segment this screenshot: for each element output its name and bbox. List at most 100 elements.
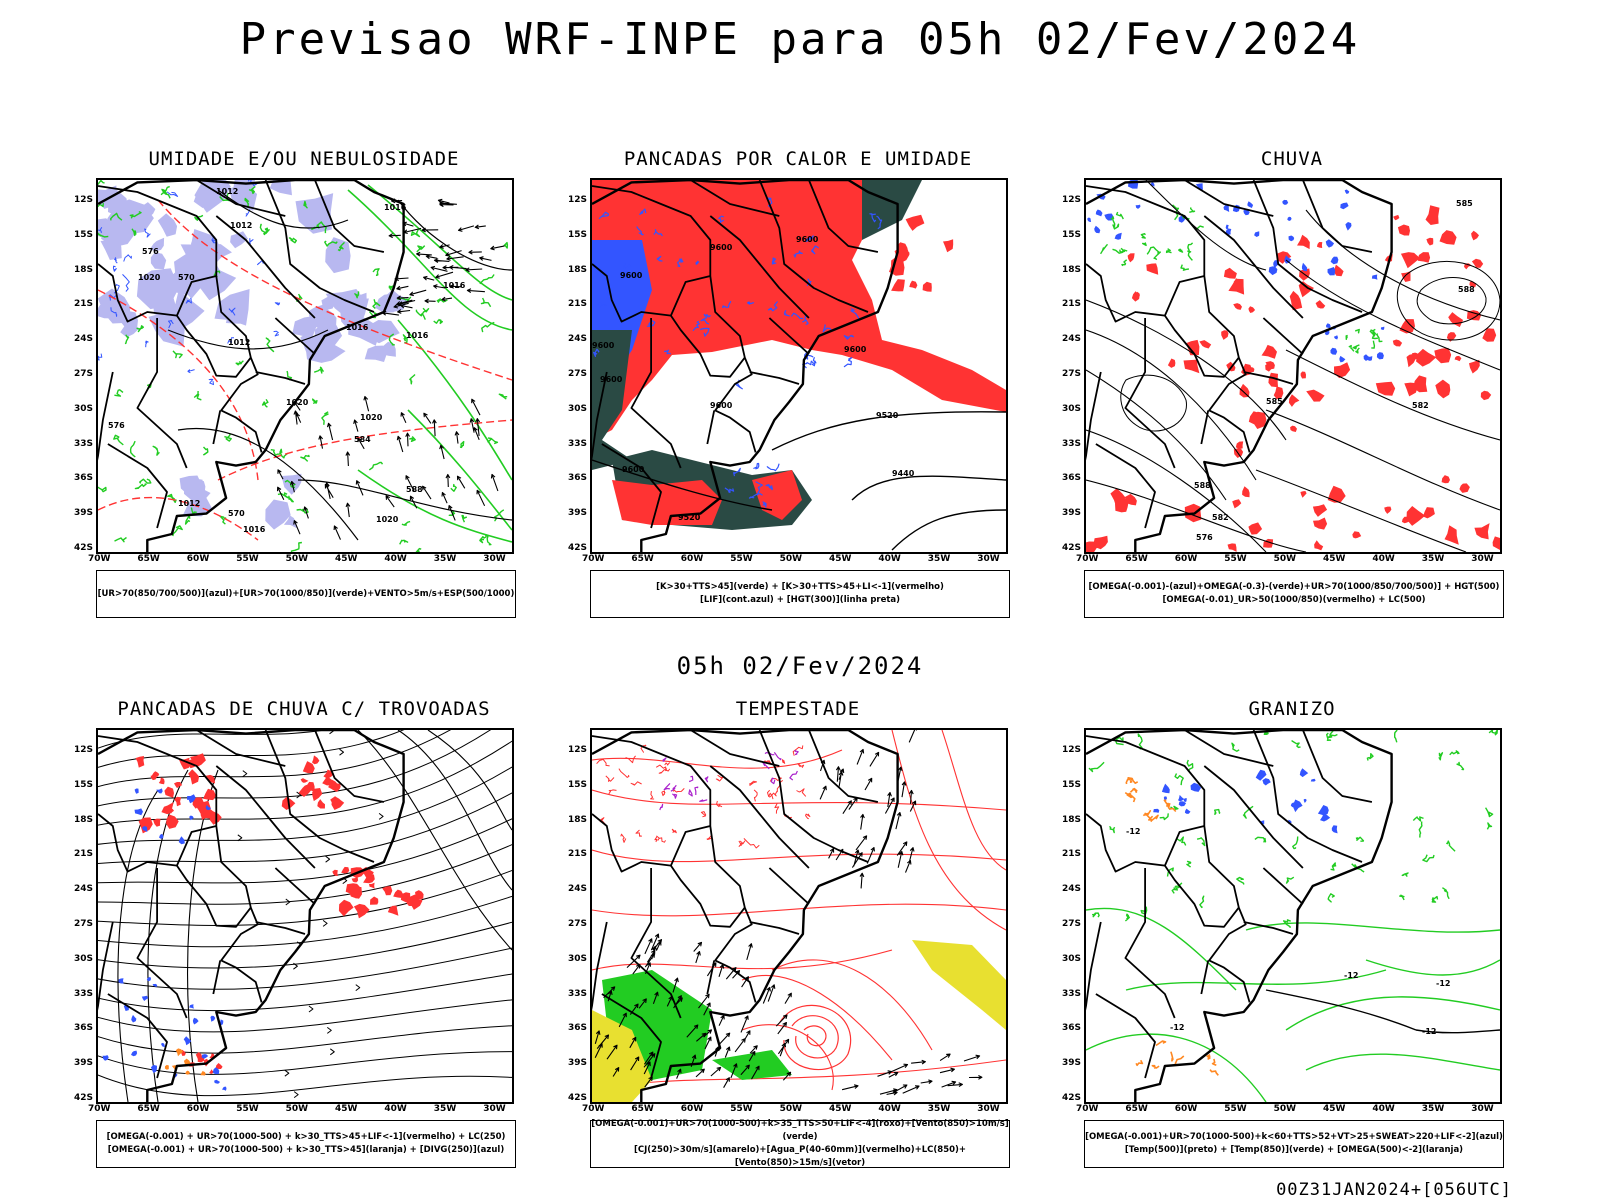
- lat-tick-label: 27S: [568, 369, 588, 379]
- legend-tempestade: [OMEGA(-0.001)+UR>70(1000-500)+k>35_TTS>…: [590, 1119, 1010, 1168]
- legend-line: [OMEGA(-0.001)-(azul)+OMEGA(-0.3)-(verde…: [1088, 582, 1500, 592]
- lon-tick-label: 70W: [88, 1104, 111, 1114]
- contour-label: 584: [354, 435, 371, 444]
- lon-tick-label: 65W: [137, 554, 160, 564]
- contour-label: -12: [1436, 979, 1450, 988]
- lat-tick-label: 21S: [1062, 299, 1082, 310]
- panel-title-pancadas-calor: PANCADAS POR CALOR E UMIDADE: [623, 148, 973, 170]
- lon-tick-label: 40W: [384, 554, 407, 564]
- map-trovoadas: [96, 728, 514, 1104]
- lat-tick-label: 24S: [1062, 334, 1082, 345]
- contour-label: 582: [1412, 401, 1429, 410]
- contour-label: 9600: [844, 345, 867, 354]
- contour-label: 1016: [346, 323, 369, 332]
- lat-tick-label: 24S: [74, 884, 94, 895]
- lon-tick-label: 30W: [1471, 554, 1494, 564]
- main-title: Previsao WRF-INPE para 05h 02/Fev/2024: [239, 14, 1361, 65]
- legend-granizo: [OMEGA(-0.001)+UR>70(1000-500)+k<60+TTS>…: [1084, 1120, 1504, 1168]
- mid-forecast-time: 05h 02/Fev/2024: [676, 652, 924, 680]
- lon-tick-label: 65W: [1125, 1104, 1148, 1114]
- lon-tick-label: 40W: [1372, 554, 1395, 564]
- contour-label: 576: [1196, 533, 1213, 542]
- contour-label: 1016: [384, 203, 407, 212]
- contour-label: 1016: [406, 331, 429, 340]
- lon-tick-label: 40W: [878, 554, 901, 564]
- lon-tick-label: 60W: [186, 554, 210, 564]
- map-pancadas-calor: 9600 9600 9600 9600 9600 9600 9600 9520 9440 9600…: [590, 178, 1008, 554]
- lat-tick-label: 30S: [568, 953, 588, 964]
- lon-tick-label: 50W: [779, 554, 803, 564]
- run-footer: 00Z31JAN2024+[056UTC]: [1276, 1180, 1512, 1200]
- contour-label: 9600: [622, 465, 645, 474]
- lon-tick-label: 50W: [285, 554, 309, 564]
- lat-tick-label: 21S: [1062, 849, 1082, 860]
- lat-tick-label: 24S: [568, 884, 588, 895]
- lat-tick-label: 42S: [568, 1093, 588, 1103]
- contour-label: -12: [1422, 1027, 1436, 1036]
- lat-tick-label: 27S: [74, 369, 94, 379]
- legend-trovoadas: [OMEGA(-0.001) + UR>70(1000-500) + k>30_…: [96, 1120, 516, 1168]
- contour-label: 1020: [286, 398, 309, 407]
- lat-tick-label: 12S: [74, 745, 94, 755]
- lat-tick-label: 39S: [568, 508, 588, 519]
- legend-line: [LIF](cont.azul) + [HGT(300)](linha pret…: [699, 595, 901, 605]
- contour-label: 1020: [360, 413, 383, 422]
- lon-tick-label: 35W: [1421, 554, 1445, 564]
- panel-title-umidade: UMIDADE E/OU NEBULOSIDADE: [148, 148, 460, 170]
- lat-tick-label: 12S: [568, 745, 588, 755]
- contour-label: 9600: [620, 271, 643, 280]
- lat-tick-label: 12S: [1062, 745, 1082, 755]
- lat-tick-label: 42S: [568, 543, 588, 553]
- lat-tick-label: 21S: [74, 849, 94, 860]
- lat-tick-label: 18S: [1062, 264, 1082, 275]
- contour-label: 1016: [443, 281, 466, 290]
- contour-label: 1012: [178, 499, 200, 508]
- contour-label: 9520: [876, 411, 899, 420]
- lon-tick-label: 70W: [582, 1104, 605, 1114]
- legend-line: [OMEGA(-0.001) + UR>70(1000-500) + k>30_…: [107, 1145, 505, 1155]
- contour-label: 576: [108, 421, 125, 430]
- lon-tick-label: 65W: [137, 1104, 160, 1114]
- legend-pancadas-calor: [K>30+TTS>45](verde) + [K>30+TTS>45+LI<-…: [590, 570, 1010, 618]
- map-umidade: 1012 1012 1016 1020 1016 1012 1016 1016 1020 1020…: [96, 178, 514, 554]
- lat-tick-label: 39S: [1062, 1058, 1082, 1069]
- contour-label: 588: [1194, 481, 1211, 490]
- lon-tick-label: 45W: [335, 1104, 358, 1114]
- lon-tick-label: 30W: [1471, 1104, 1494, 1114]
- contour-label: 9600: [710, 243, 733, 252]
- lat-tick-label: 36S: [74, 473, 94, 484]
- lon-tick-label: 45W: [829, 1104, 852, 1114]
- contour-label: 9600: [592, 341, 615, 350]
- lon-tick-label: 55W: [730, 1104, 753, 1114]
- map-canvas: [592, 730, 1006, 1102]
- legend-line: [OMEGA(-0.001) + UR>70(1000-500) + k>30_…: [106, 1132, 506, 1142]
- lon-tick-label: 65W: [631, 554, 654, 564]
- map-canvas: [98, 730, 512, 1102]
- lon-tick-label: 60W: [680, 554, 704, 564]
- lat-tick-label: 18S: [568, 264, 588, 275]
- panel-title-granizo: GRANIZO: [1248, 698, 1336, 720]
- lat-tick-label: 39S: [74, 508, 94, 519]
- contour-label: 588: [406, 485, 423, 494]
- contour-label: 1020: [138, 273, 161, 282]
- lon-tick-label: 40W: [1372, 1104, 1395, 1114]
- contour-label: -12: [1126, 827, 1140, 836]
- lat-tick-label: 27S: [1062, 919, 1082, 929]
- lon-tick-label: 40W: [384, 1104, 407, 1114]
- map-chuva: 585 588 585 582 588 582 576: [1084, 178, 1502, 554]
- lon-tick-label: 35W: [927, 1104, 951, 1114]
- lon-tick-label: 70W: [88, 554, 111, 564]
- lat-tick-label: 33S: [568, 438, 588, 449]
- lat-tick-label: 18S: [1062, 814, 1082, 825]
- legend-line: [UR>70(850/700/500)](azul)+[UR>70(1000/8…: [97, 588, 515, 599]
- lat-tick-label: 21S: [74, 299, 94, 310]
- lat-tick-label: 15S: [568, 229, 588, 240]
- lat-tick-label: 15S: [74, 779, 94, 790]
- lat-tick-label: 36S: [74, 1023, 94, 1034]
- lon-tick-label: 60W: [1174, 554, 1198, 564]
- map-canvas: -12 -12 -12 -12 -12: [1086, 730, 1500, 1102]
- lat-tick-label: 30S: [74, 403, 94, 414]
- lat-tick-label: 18S: [568, 814, 588, 825]
- contour-label: 9600: [600, 375, 623, 384]
- contour-label: 570: [178, 273, 195, 282]
